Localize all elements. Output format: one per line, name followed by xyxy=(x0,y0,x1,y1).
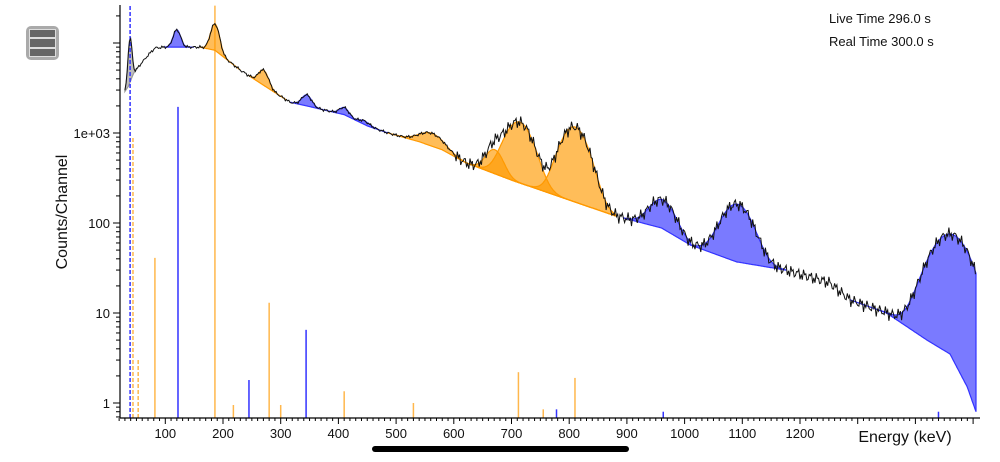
y-tick-label: 1e+03 xyxy=(73,126,110,141)
x-tick-label: 900 xyxy=(616,426,638,441)
x-tick-label: 200 xyxy=(212,426,234,441)
x-axis-label: Energy (keV) xyxy=(858,429,951,446)
x-tick-label: 500 xyxy=(385,426,407,441)
x-tick-label: 1100 xyxy=(728,426,756,441)
y-axis-label: Counts/Channel xyxy=(54,155,71,270)
hamburger-menu-icon[interactable] xyxy=(26,26,59,60)
x-tick-label: 1200 xyxy=(786,426,815,441)
peak-fit-186-kev xyxy=(199,23,241,71)
x-tick-label: 800 xyxy=(558,426,580,441)
y-tick-label: 1 xyxy=(103,396,110,411)
x-tick-label: 1000 xyxy=(670,426,699,441)
real-time: Real Time 300.0 s xyxy=(829,34,934,49)
peak-fit-560-kev xyxy=(387,131,466,164)
spectrum-line xyxy=(124,22,976,321)
x-tick-label: 300 xyxy=(270,426,292,441)
x-tick-label: 100 xyxy=(154,426,176,441)
peak-fit-808-kev xyxy=(465,126,616,217)
y-tick-label: 10 xyxy=(96,306,110,321)
peak-fit-410-kev xyxy=(326,106,357,122)
x-tick-label: 700 xyxy=(501,426,523,441)
horizontal-scrollbar[interactable] xyxy=(372,446,629,452)
y-tick-label: 100 xyxy=(88,216,110,231)
peak-fit-270-kev xyxy=(248,69,287,101)
live-time: Live Time 296.0 s xyxy=(829,11,931,26)
peak-fit-1460-kev xyxy=(849,233,977,412)
x-tick-label: 600 xyxy=(443,426,465,441)
x-tick-label: 400 xyxy=(328,426,350,441)
peak-fit-1090-kev xyxy=(689,203,787,271)
